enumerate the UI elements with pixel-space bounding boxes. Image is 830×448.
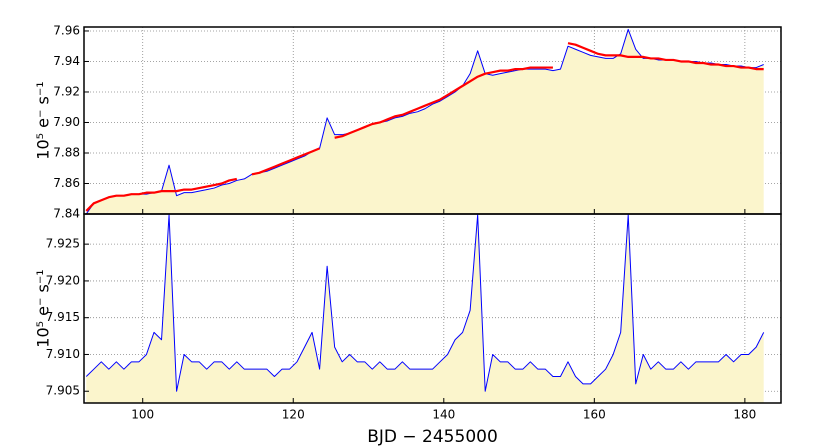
y-tick-label: 7.920 [46, 273, 80, 287]
y-tick-label: 7.94 [53, 54, 80, 68]
y-axis-label: 10⁵ e⁻ s⁻¹ [34, 81, 53, 159]
y-tick-label: 7.96 [53, 23, 80, 37]
x-tick-label: 160 [583, 408, 606, 422]
x-tick-label: 180 [733, 408, 756, 422]
y-tick-label: 7.925 [46, 237, 80, 251]
y-tick-label: 7.88 [53, 145, 80, 159]
plot-frame [83, 213, 782, 404]
y-tick-label: 7.90 [53, 115, 80, 129]
y-tick-label: 7.86 [53, 176, 80, 190]
y-tick-label: 7.905 [46, 384, 80, 398]
x-axis-label: BJD − 2455000 [367, 427, 498, 447]
y-tick-label: 7.910 [46, 347, 80, 361]
y-tick-label: 7.92 [53, 84, 80, 98]
x-tick-label: 100 [131, 408, 154, 422]
y-axis-label: 10⁵ e⁻ s⁻¹ [34, 269, 53, 347]
line [85, 214, 765, 392]
y-tick-label: 7.915 [46, 310, 80, 324]
x-tick-label: 140 [432, 408, 455, 422]
line [85, 42, 764, 212]
x-tick-label: 120 [282, 408, 305, 422]
area [86, 214, 764, 403]
area [86, 29, 764, 214]
y-tick-label: 7.84 [53, 207, 80, 221]
